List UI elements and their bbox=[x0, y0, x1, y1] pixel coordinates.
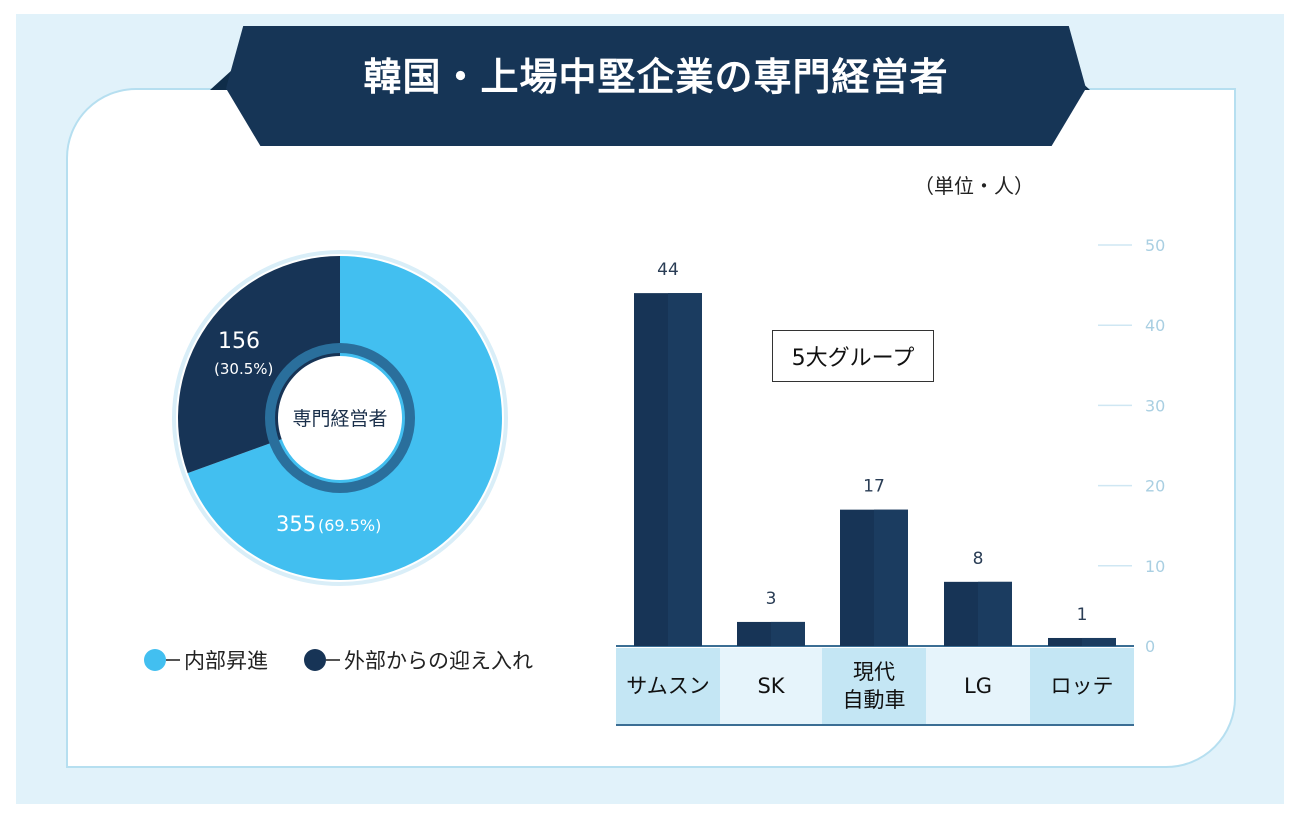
category-underline bbox=[616, 724, 1134, 726]
bar-shade bbox=[771, 621, 805, 646]
donut-percent-internal: (69.5%) bbox=[318, 516, 381, 535]
donut-hole bbox=[279, 357, 401, 479]
y-tick-label: 30 bbox=[1145, 396, 1165, 415]
bar-value-label: 8 bbox=[973, 549, 984, 569]
bar-value-label: 3 bbox=[766, 589, 777, 609]
legend-internal: 内部昇進 bbox=[144, 645, 268, 675]
y-tick-label: 20 bbox=[1145, 477, 1165, 496]
donut-percent-external: (30.5%) bbox=[214, 360, 273, 378]
donut-value-external: 156 bbox=[218, 329, 260, 354]
title-banner: 韓国・上場中堅企業の専門経営者 bbox=[226, 26, 1086, 146]
donut-inner-ring bbox=[265, 343, 415, 493]
y-tick-label: 50 bbox=[1145, 236, 1165, 255]
category-label: ロッテ bbox=[1050, 674, 1114, 698]
bar-value-label: 1 bbox=[1077, 605, 1088, 625]
category-label: 現代 自動車 bbox=[842, 660, 906, 712]
bar-value-label: 17 bbox=[863, 477, 885, 497]
legend-external: 外部からの迎え入れ bbox=[304, 645, 533, 675]
category-label: サムスン bbox=[626, 674, 710, 698]
category-cell-lg: LG bbox=[926, 648, 1030, 724]
donut-slice-external bbox=[177, 256, 340, 474]
bar-shade bbox=[668, 293, 702, 646]
legend-internal-label: 内部昇進 bbox=[184, 649, 268, 673]
y-tick-label: 40 bbox=[1145, 316, 1165, 335]
donut-outline bbox=[172, 250, 508, 586]
bar-shade bbox=[874, 509, 908, 646]
legend-external-line bbox=[326, 659, 340, 661]
legend-external-label: 外部からの迎え入れ bbox=[344, 649, 533, 673]
legend-external-dot bbox=[304, 649, 326, 671]
legend-internal-line bbox=[166, 659, 180, 661]
category-cell-lotte: ロッテ bbox=[1030, 648, 1134, 724]
page-title: 韓国・上場中堅企業の専門経営者 bbox=[363, 54, 949, 99]
category-cell-sk: SK bbox=[720, 648, 822, 724]
legend-internal-dot bbox=[144, 649, 166, 671]
category-cell-hyundai: 現代 自動車 bbox=[822, 648, 926, 724]
bar-value-label: 44 bbox=[657, 260, 679, 280]
group-note-box: 5大グループ bbox=[772, 330, 934, 382]
category-label: SK bbox=[757, 674, 785, 698]
y-tick-label: 0 bbox=[1145, 637, 1155, 656]
category-label: LG bbox=[964, 674, 992, 698]
donut-value-internal: 355 bbox=[276, 512, 316, 536]
donut-slice-internal bbox=[187, 256, 503, 580]
bar-shade bbox=[978, 581, 1012, 646]
category-cell-samsung: サムスン bbox=[616, 648, 720, 724]
unit-label: （単位・人） bbox=[914, 174, 1034, 198]
bar-shade bbox=[1082, 637, 1116, 646]
y-tick-label: 10 bbox=[1145, 557, 1165, 576]
donut-center-label: 専門経営者 bbox=[292, 408, 387, 430]
